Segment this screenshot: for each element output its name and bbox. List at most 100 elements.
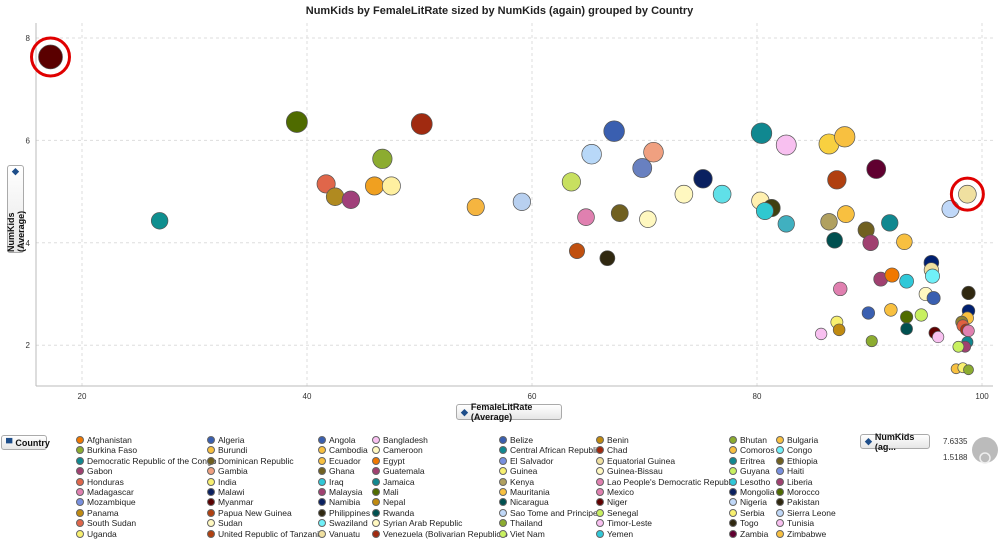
legend-item[interactable]: Algeria [207,435,244,445]
data-point [826,231,843,249]
legend-item[interactable]: El Salvador [499,456,553,466]
legend-item[interactable]: Belize [499,435,533,445]
legend-item[interactable]: Gabon [76,466,113,476]
legend-item[interactable]: Central African Republic [499,445,601,455]
legend-item[interactable]: Morocco [776,487,820,497]
legend-item[interactable]: Zimbabwe [776,529,826,539]
legend-item[interactable]: Nicaragua [499,497,549,507]
legend-item[interactable]: Malawi [207,487,244,497]
legend-item[interactable]: Sao Tome and Principe [499,508,598,518]
legend-item[interactable]: Comoros [729,445,774,455]
data-point [814,327,828,341]
legend-item[interactable]: Guyana [729,466,770,476]
legend-item[interactable]: Yemen [596,529,633,539]
legend-label: Honduras [87,476,124,487]
legend-item[interactable]: Afghanistan [76,435,132,445]
legend-item[interactable]: Rwanda [372,508,414,518]
legend-item[interactable]: Swaziland [318,518,368,528]
legend-item[interactable]: South Sudan [76,518,136,528]
legend-item[interactable]: Timor-Leste [596,518,652,528]
legend-item[interactable]: Dominican Republic [207,456,294,466]
legend-item[interactable]: Panama [76,508,119,518]
legend-item[interactable]: Benin [596,435,629,445]
legend-item[interactable]: Congo [776,445,812,455]
legend-item[interactable]: Bulgaria [776,435,818,445]
legend-item[interactable]: Honduras [76,477,124,487]
legend-item[interactable]: Uganda [76,529,117,539]
legend-item[interactable]: Viet Nam [499,529,545,539]
color-legend-button[interactable]: ▀ Country [1,435,50,450]
legend-item[interactable]: Egypt [372,456,405,466]
legend-swatch [372,488,380,496]
legend-item[interactable]: Nigeria [729,497,767,507]
data-point [820,213,838,231]
legend-item[interactable]: Guinea-Bissau [596,466,663,476]
x-tick-label: 60 [528,392,537,401]
legend-item[interactable]: Lao People's Democratic Republic [596,477,737,487]
legend-item[interactable]: Nepal [372,497,405,507]
legend-item[interactable]: Vanuatu [318,529,360,539]
legend-item[interactable]: Cambodia [318,445,368,455]
size-legend-button[interactable]: ◆ NumKids (ag... [860,432,930,452]
legend-item[interactable]: Iraq [318,477,344,487]
legend-item[interactable]: Senegal [596,508,638,518]
legend-swatch [729,508,737,517]
legend-item[interactable]: Bhutan [729,435,767,445]
y-axis-label: NumKids (Average) [5,210,26,252]
legend-swatch [596,467,604,476]
legend-item[interactable]: Syrian Arab Republic [372,518,462,528]
legend-item[interactable]: Mali [372,487,399,497]
legend-item[interactable]: Guinea [499,466,537,476]
legend-item[interactable]: Mongolia [729,487,775,497]
legend-item[interactable]: Myanmar [207,497,253,507]
legend-item[interactable]: Liberia [776,477,813,487]
legend-label: Papua New Guinea [218,507,292,518]
legend-item[interactable]: Chad [596,445,627,455]
legend-item[interactable]: Serbia [729,508,765,518]
legend-item[interactable]: Venezuela (Bolivarian Republic o [372,529,508,539]
legend-item[interactable]: Ghana [318,466,355,476]
legend-item[interactable]: Pakistan [776,497,820,507]
legend-item[interactable]: Malaysia [318,487,363,497]
legend-item[interactable]: Democratic Republic of the Congo [76,456,216,466]
legend-item[interactable]: Guatemala [372,466,425,476]
legend-item[interactable]: Lesotho [729,477,770,487]
legend-item[interactable]: Jamaica [372,477,415,487]
x-axis-label-button[interactable]: ◆ FemaleLitRate (Average) [456,402,562,422]
data-point [952,340,965,353]
legend-swatch [596,508,604,517]
legend-item[interactable]: Sierra Leone [776,508,836,518]
legend-item[interactable]: Angola [318,435,355,445]
legend-item[interactable]: Niger [596,497,627,507]
y-axis-label-button[interactable]: ◆ NumKids (Average) [5,165,26,253]
legend-item[interactable]: Burkina Faso [76,445,137,455]
legend-item[interactable]: Eritrea [729,456,765,466]
legend-item[interactable]: Gambia [207,466,248,476]
legend-item[interactable]: Bangladesh [372,435,428,445]
legend-item[interactable]: United Republic of Tanzania [207,529,324,539]
legend-item[interactable]: Burundi [207,445,247,455]
legend-item[interactable]: Equatorial Guinea [596,456,675,466]
legend-item[interactable]: Ecuador [318,456,361,466]
legend-item[interactable]: India [207,477,236,487]
legend-item[interactable]: Mexico [596,487,634,497]
legend-item[interactable]: Tunisia [776,518,814,528]
legend-item[interactable]: Mauritania [499,487,550,497]
legend-item[interactable]: Madagascar [76,487,134,497]
legend-label: Central African Republic [510,445,602,456]
legend-item[interactable]: Papua New Guinea [207,508,292,518]
data-point [962,324,975,338]
legend-item[interactable]: Thailand [499,518,543,528]
legend-item[interactable]: Cameroon [372,445,423,455]
legend-item[interactable]: Ethiopia [776,456,818,466]
legend-item[interactable]: Philippines [318,508,370,518]
legend-item[interactable]: Togo [729,518,758,528]
legend-item[interactable]: Zambia [729,529,768,539]
legend-item[interactable]: Haiti [776,466,804,476]
legend-item[interactable]: Sudan [207,518,243,528]
highlight-ring [949,176,985,212]
legend-label: Ethiopia [787,455,818,466]
legend-item[interactable]: Mozambique [76,497,136,507]
legend-item[interactable]: Namibia [318,497,360,507]
legend-item[interactable]: Kenya [499,477,534,487]
